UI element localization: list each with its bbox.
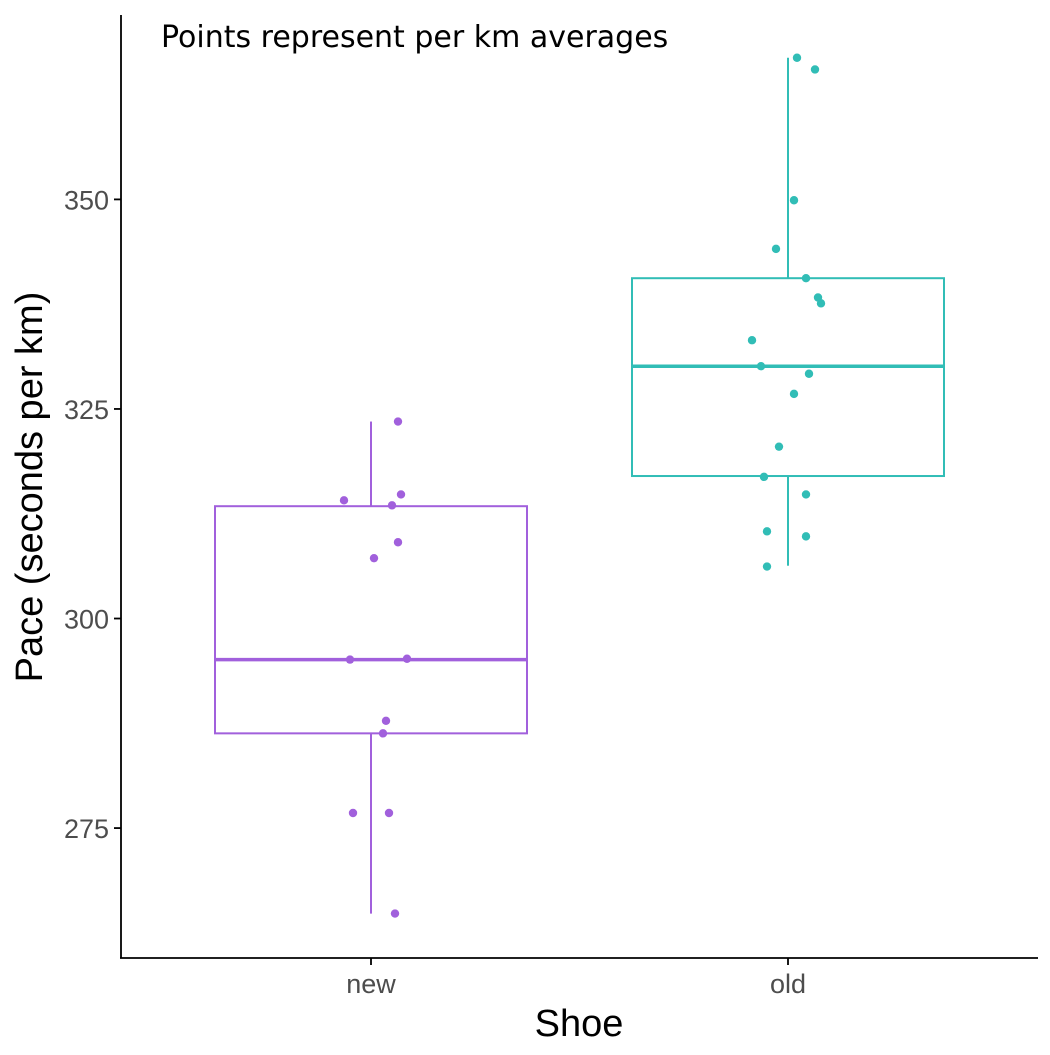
box-iqr: [631, 277, 945, 478]
data-point: [801, 532, 811, 541]
data-point: [393, 417, 403, 426]
y-tick-label: 325: [64, 395, 109, 425]
axes: [120, 15, 1038, 959]
chart-annotation: Points represent per km averages: [161, 20, 668, 55]
data-point: [384, 808, 394, 818]
data-point: [393, 538, 403, 547]
data-point: [339, 496, 349, 505]
x-tick-label: old: [770, 969, 806, 999]
data-point: [756, 362, 766, 371]
boxplot-new: [214, 417, 528, 918]
data-point: [789, 389, 799, 399]
y-tick-label: 350: [64, 185, 109, 215]
plot-area: [214, 53, 945, 918]
data-point: [816, 299, 826, 308]
data-point: [804, 369, 814, 378]
box-iqr: [214, 505, 528, 735]
data-point: [801, 490, 811, 499]
y-tick-label: 300: [64, 605, 109, 635]
data-point: [396, 490, 406, 499]
x-tick-label: new: [346, 969, 396, 999]
data-point: [789, 196, 799, 205]
data-point: [348, 808, 358, 818]
data-point: [390, 909, 400, 918]
data-point: [774, 442, 784, 451]
data-point: [378, 729, 388, 738]
data-point: [762, 527, 772, 536]
data-point: [345, 655, 355, 664]
y-axis-title: Pace (seconds per km): [9, 292, 51, 683]
data-point: [792, 53, 802, 62]
data-point: [810, 65, 820, 74]
data-point: [801, 274, 811, 283]
data-point: [759, 472, 769, 482]
data-point: [402, 654, 412, 663]
x-axis-title: Shoe: [535, 1003, 624, 1045]
boxplot-old: [631, 53, 945, 571]
y-tick-label: 275: [64, 814, 109, 844]
data-point: [381, 716, 391, 725]
y-axis-ticks: 275 300 325 350: [64, 185, 121, 844]
x-axis-ticks: new old: [346, 958, 806, 999]
data-point: [762, 562, 772, 571]
data-point: [771, 244, 781, 254]
data-point: [387, 501, 397, 510]
data-point: [747, 336, 757, 345]
data-point: [369, 553, 379, 563]
